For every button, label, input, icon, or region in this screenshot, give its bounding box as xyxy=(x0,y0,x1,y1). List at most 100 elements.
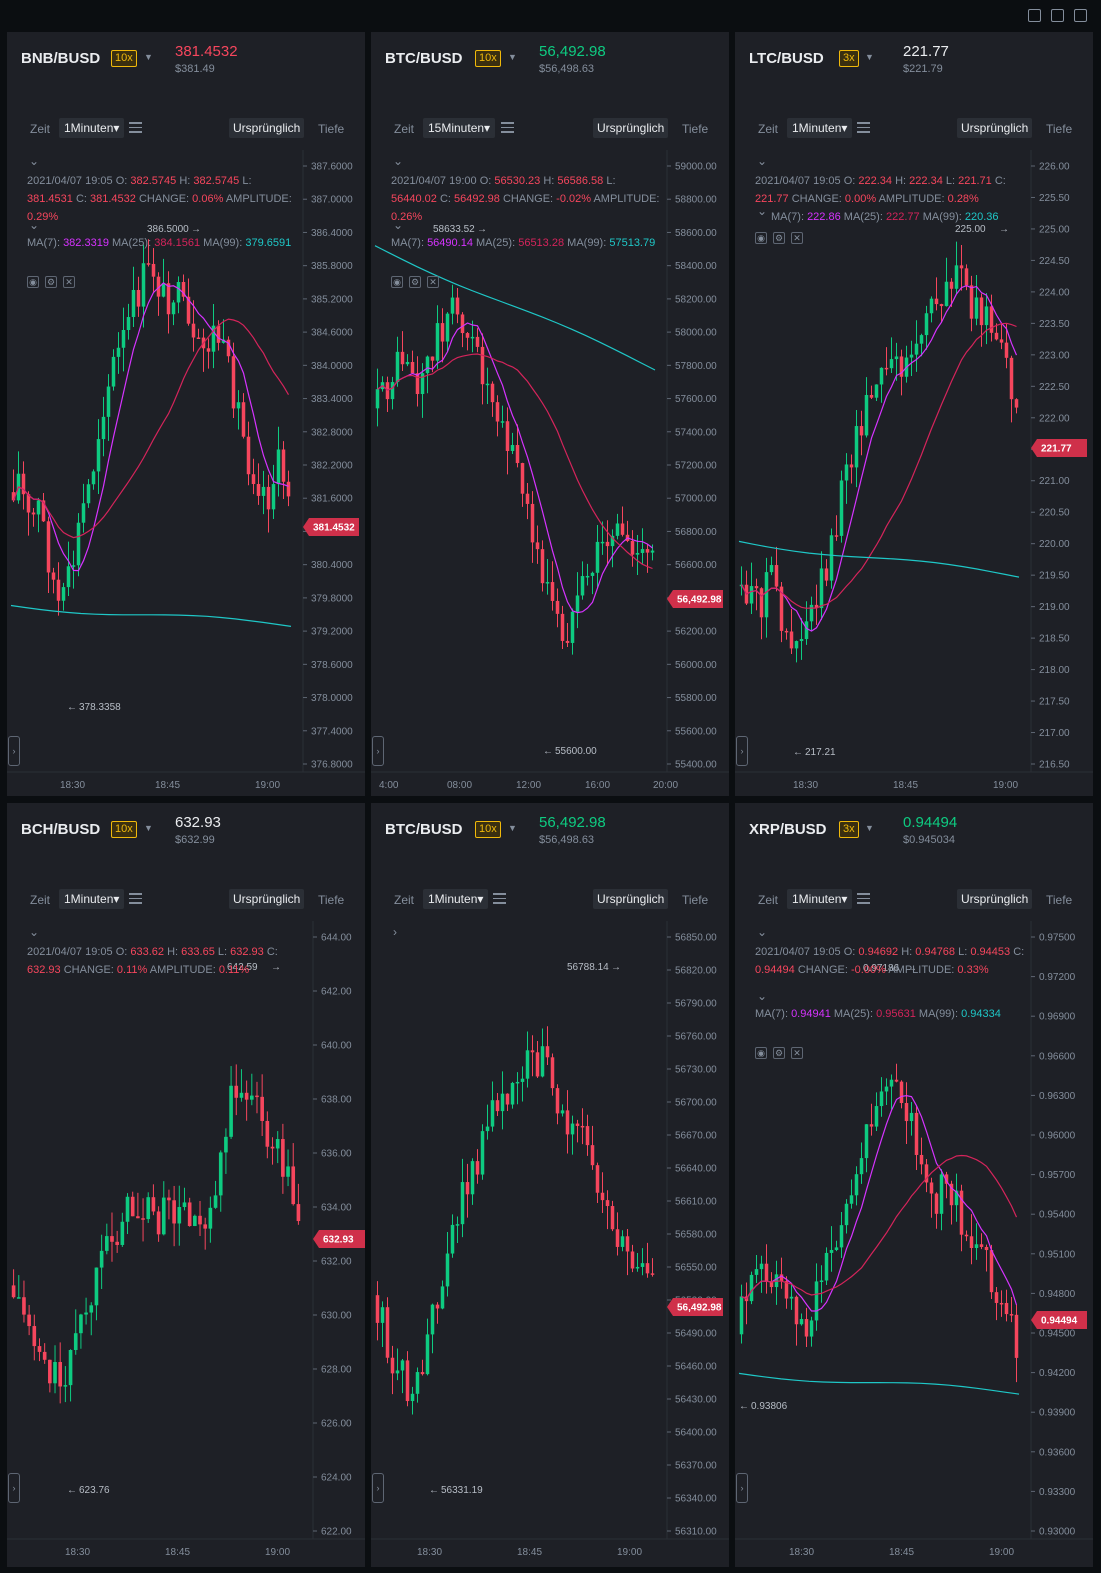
settings-icon[interactable]: ⚙ xyxy=(409,276,421,288)
chevron-down-icon[interactable]: › xyxy=(393,925,397,939)
chevron-down-icon[interactable]: ▼ xyxy=(144,52,153,62)
fullscreen-icon[interactable] xyxy=(1074,9,1087,22)
chart-canvas[interactable]: 387.6000 387.0000 386.4000 385.8000 385.2000… xyxy=(7,150,365,796)
chart-canvas[interactable]: 644.00 642.00 640.00 638.00 636.00 634.00 632.… xyxy=(7,921,365,1567)
info-value: O: xyxy=(115,946,128,958)
eye-icon[interactable]: ◉ xyxy=(391,276,403,288)
leverage-badge[interactable]: 10x xyxy=(111,821,137,838)
expand-sidebar-button[interactable]: › xyxy=(8,1473,20,1503)
chevron-down-icon[interactable]: ⌄ xyxy=(29,154,40,168)
high-price-annotation: 0.97186 xyxy=(863,963,900,974)
chevron-down-icon[interactable]: ⌄ xyxy=(393,218,404,232)
candlestick-chart[interactable]: 59000.00 58800.00 58600.00 58400.00 58200.00… xyxy=(371,150,729,796)
symbol-name[interactable]: BNB/BUSD xyxy=(21,50,101,67)
original-view-button[interactable]: Ursprünglich xyxy=(593,889,669,909)
chevron-down-icon[interactable]: ▼ xyxy=(144,823,153,833)
symbol-name[interactable]: XRP/BUSD xyxy=(749,821,827,838)
indicator-settings-icon[interactable] xyxy=(857,122,870,134)
expand-sidebar-button[interactable]: › xyxy=(372,736,384,766)
interval-select[interactable]: 1Minuten▾ xyxy=(423,889,489,909)
leverage-badge[interactable]: 10x xyxy=(475,50,501,67)
candlestick-chart[interactable]: 0.97500 0.97200 0.96900 0.96600 0.96300 0.960… xyxy=(735,921,1093,1567)
expand-sidebar-button[interactable]: › xyxy=(8,736,20,766)
symbol-name[interactable]: BTC/BUSD xyxy=(385,50,463,67)
depth-tab[interactable]: Tiefe xyxy=(1046,122,1073,136)
popout-icon[interactable] xyxy=(1051,9,1064,22)
indicator-settings-icon[interactable] xyxy=(493,893,506,905)
leverage-badge[interactable]: 10x xyxy=(111,50,137,67)
indicator-settings-icon[interactable] xyxy=(501,122,514,134)
leverage-badge[interactable]: 3x xyxy=(839,50,859,67)
eye-icon[interactable]: ◉ xyxy=(27,276,39,288)
original-view-button[interactable]: Ursprünglich xyxy=(229,118,305,138)
original-view-button[interactable]: Ursprünglich xyxy=(957,889,1033,909)
arrow-right-icon: → xyxy=(999,224,1009,235)
depth-tab[interactable]: Tiefe xyxy=(1046,893,1073,907)
time-tab[interactable]: Zeit xyxy=(30,893,51,907)
chevron-down-icon[interactable]: ⌄ xyxy=(757,204,768,218)
expand-sidebar-button[interactable]: › xyxy=(372,1473,384,1503)
expand-sidebar-button[interactable]: › xyxy=(736,1473,748,1503)
candlestick-chart[interactable]: 56850.00 56820.00 56790.00 56760.00 56730.00… xyxy=(371,921,729,1567)
grid-layout-icon[interactable] xyxy=(1028,9,1041,22)
chevron-down-icon[interactable]: ⌄ xyxy=(29,925,40,939)
time-tab[interactable]: Zeit xyxy=(758,893,779,907)
interval-select[interactable]: 1Minuten▾ xyxy=(59,889,125,909)
depth-tab[interactable]: Tiefe xyxy=(318,893,345,907)
time-tab[interactable]: Zeit xyxy=(394,893,415,907)
original-view-button[interactable]: Ursprünglich xyxy=(957,118,1033,138)
time-tab[interactable]: Zeit xyxy=(758,122,779,136)
interval-select[interactable]: 1Minuten▾ xyxy=(787,118,853,138)
depth-tab[interactable]: Tiefe xyxy=(682,893,709,907)
chevron-down-icon[interactable]: ▼ xyxy=(865,52,874,62)
candlestick-chart[interactable]: 226.00 225.50 225.00 224.50 224.00 223.50 223.… xyxy=(735,150,1093,796)
depth-tab[interactable]: Tiefe xyxy=(318,122,345,136)
original-view-button[interactable]: Ursprünglich xyxy=(593,118,669,138)
interval-select[interactable]: 1Minuten▾ xyxy=(787,889,853,909)
chart-canvas[interactable]: 59000.00 58800.00 58600.00 58400.00 58200.00… xyxy=(371,150,729,796)
candle xyxy=(989,294,994,342)
interval-select[interactable]: 1Minuten▾ xyxy=(59,118,125,138)
chevron-down-icon[interactable]: ▼ xyxy=(508,52,517,62)
symbol-name[interactable]: LTC/BUSD xyxy=(749,50,824,67)
close-icon[interactable]: ✕ xyxy=(63,276,75,288)
close-icon[interactable]: ✕ xyxy=(791,232,803,244)
time-tab[interactable]: Zeit xyxy=(30,122,51,136)
expand-sidebar-button[interactable]: › xyxy=(736,736,748,766)
chevron-down-icon[interactable]: ⌄ xyxy=(29,218,40,232)
chart-canvas[interactable]: 0.97500 0.97200 0.96900 0.96600 0.96300 0.960… xyxy=(735,921,1093,1567)
time-tab[interactable]: Zeit xyxy=(394,122,415,136)
indicator-settings-icon[interactable] xyxy=(129,893,142,905)
chart-canvas[interactable]: 226.00 225.50 225.00 224.50 224.00 223.50 223.… xyxy=(735,150,1093,796)
depth-tab[interactable]: Tiefe xyxy=(682,122,709,136)
chevron-down-icon[interactable]: ⌄ xyxy=(393,154,404,168)
leverage-badge[interactable]: 10x xyxy=(475,821,501,838)
candle xyxy=(465,332,470,351)
indicator-settings-icon[interactable] xyxy=(857,893,870,905)
settings-icon[interactable]: ⚙ xyxy=(45,276,57,288)
candlestick-chart[interactable]: 644.00 642.00 640.00 638.00 636.00 634.00 632.… xyxy=(7,921,365,1567)
info-value: 56513.28 xyxy=(518,237,565,249)
chevron-down-icon[interactable]: ⌄ xyxy=(757,989,768,1003)
indicator-settings-icon[interactable] xyxy=(129,122,142,134)
symbol-name[interactable]: BCH/BUSD xyxy=(21,821,101,838)
chevron-down-icon[interactable]: ⌄ xyxy=(757,154,768,168)
settings-icon[interactable]: ⚙ xyxy=(773,232,785,244)
candle xyxy=(86,478,91,508)
chevron-down-icon[interactable]: ⌄ xyxy=(757,925,768,939)
chevron-down-icon[interactable]: ▼ xyxy=(508,823,517,833)
chevron-down-icon[interactable]: ▼ xyxy=(865,823,874,833)
leverage-badge[interactable]: 3x xyxy=(839,821,859,838)
candlestick-chart[interactable]: 387.6000 387.0000 386.4000 385.8000 385.2000… xyxy=(7,150,365,796)
close-icon[interactable]: ✕ xyxy=(791,1047,803,1059)
symbol-name[interactable]: BTC/BUSD xyxy=(385,821,463,838)
interval-select[interactable]: 15Minuten▾ xyxy=(423,118,496,138)
chart-canvas[interactable]: 56850.00 56820.00 56790.00 56760.00 56730.00… xyxy=(371,921,729,1567)
original-view-button[interactable]: Ursprünglich xyxy=(229,889,305,909)
eye-icon[interactable]: ◉ xyxy=(755,232,767,244)
candle xyxy=(744,1282,749,1325)
candle xyxy=(784,628,789,640)
close-icon[interactable]: ✕ xyxy=(427,276,439,288)
eye-icon[interactable]: ◉ xyxy=(755,1047,767,1059)
settings-icon[interactable]: ⚙ xyxy=(773,1047,785,1059)
